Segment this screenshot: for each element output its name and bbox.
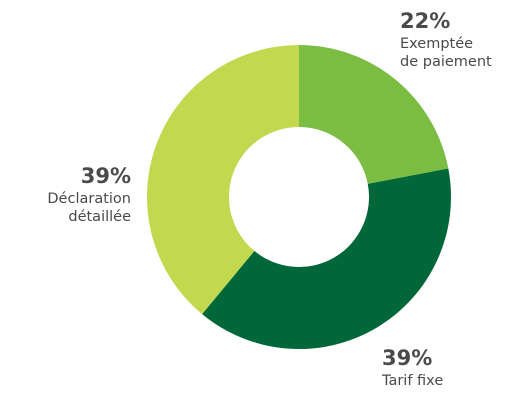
slice-value-label: 22% bbox=[400, 9, 450, 33]
slice-category-label: Exemptée bbox=[400, 36, 473, 52]
slice-value-label: 39% bbox=[81, 164, 131, 188]
donut-slice-3 bbox=[147, 45, 299, 315]
slice-category-label: détaillée bbox=[68, 209, 131, 225]
slice-value-label: 39% bbox=[382, 346, 432, 370]
slice-category-label: Déclaration bbox=[47, 191, 131, 207]
donut-slice-1 bbox=[299, 45, 449, 184]
donut-slice-2 bbox=[202, 168, 451, 349]
slice-category-label: Tarif fixe bbox=[381, 373, 443, 389]
slice-labels: 22% Exemptée de paiement 39% Tarif fixe 39% Dé… bbox=[47, 9, 492, 389]
slice-category-label: de paiement bbox=[400, 54, 492, 70]
donut-slices bbox=[147, 45, 451, 349]
